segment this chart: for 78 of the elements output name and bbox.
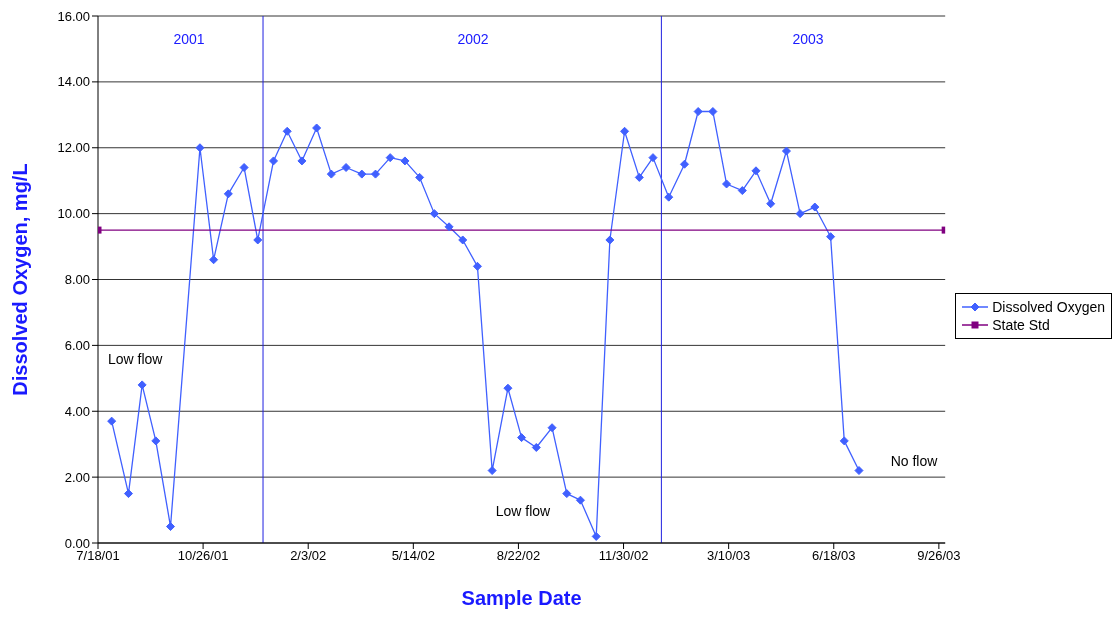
point <box>531 442 541 452</box>
point <box>620 126 630 136</box>
point <box>648 153 658 163</box>
point <box>370 169 380 179</box>
point <box>253 235 263 245</box>
annotation: 2001 <box>173 31 205 47</box>
point <box>487 466 497 476</box>
point <box>737 186 747 196</box>
point <box>166 522 176 532</box>
point <box>547 423 557 433</box>
y-tick-label: 12.00 <box>57 140 90 156</box>
point <box>472 261 482 271</box>
point <box>429 209 439 219</box>
point <box>444 222 454 232</box>
x-tick-label: 11/30/02 <box>598 548 649 564</box>
annotation: 2003 <box>792 31 824 47</box>
x-tick-label: 10/26/01 <box>177 548 229 564</box>
point <box>605 235 615 245</box>
point <box>575 495 585 505</box>
point <box>239 163 249 173</box>
point <box>312 123 322 133</box>
x-tick-label: 5/14/02 <box>391 548 436 564</box>
point <box>123 489 133 499</box>
point <box>839 436 849 446</box>
point <box>400 156 410 166</box>
point <box>562 489 572 499</box>
point <box>357 169 367 179</box>
y-axis-title: Dissolved Oxygen, mg/L <box>9 163 32 396</box>
point <box>326 169 336 179</box>
point <box>680 159 689 169</box>
x-tick-label: 3/10/03 <box>706 548 751 564</box>
point <box>708 107 718 117</box>
point <box>517 433 527 443</box>
point <box>297 156 307 166</box>
x-tick-label: 7/18/01 <box>76 548 120 564</box>
point <box>385 153 395 163</box>
x-tick-label: 2/3/02 <box>290 548 327 564</box>
point <box>151 436 161 446</box>
y-tick-label: 0.00 <box>64 535 90 551</box>
point <box>766 199 776 209</box>
point <box>458 235 468 245</box>
point <box>209 255 219 265</box>
point <box>810 202 820 212</box>
y-tick-label: 10.00 <box>57 206 90 222</box>
point <box>795 209 805 219</box>
point <box>503 383 513 393</box>
point <box>591 531 601 541</box>
point <box>137 380 147 390</box>
y-tick-label: 8.00 <box>64 272 90 288</box>
point <box>664 192 674 202</box>
point <box>107 416 117 426</box>
annotation: No flow <box>890 453 938 469</box>
annotation: 2002 <box>457 31 489 47</box>
annotation: Low flow <box>108 351 163 367</box>
point <box>223 189 233 199</box>
legend-label: State Std <box>992 316 1050 333</box>
y-tick-label: 14.00 <box>57 74 90 90</box>
point <box>341 163 351 173</box>
y-tick-label: 4.00 <box>64 403 90 419</box>
legend-label: Dissolved Oxygen <box>992 298 1105 315</box>
point <box>415 172 425 182</box>
point <box>826 232 836 242</box>
point <box>722 179 732 189</box>
y-tick-label: 6.00 <box>64 337 90 353</box>
point <box>693 107 703 117</box>
point <box>751 166 761 176</box>
point <box>282 126 292 136</box>
point <box>269 156 279 166</box>
x-tick-label: 8/22/02 <box>496 548 541 564</box>
x-tick-label: 6/18/03 <box>812 548 856 564</box>
point <box>634 172 644 182</box>
annotation: Low flow <box>495 503 551 519</box>
y-tick-label: 2.00 <box>64 469 90 485</box>
point <box>854 466 864 476</box>
point <box>781 146 791 156</box>
x-tick-label: 9/26/03 <box>917 548 961 564</box>
x-axis-title: Sample Date <box>461 587 582 609</box>
y-tick-label: 16.00 <box>57 8 90 24</box>
